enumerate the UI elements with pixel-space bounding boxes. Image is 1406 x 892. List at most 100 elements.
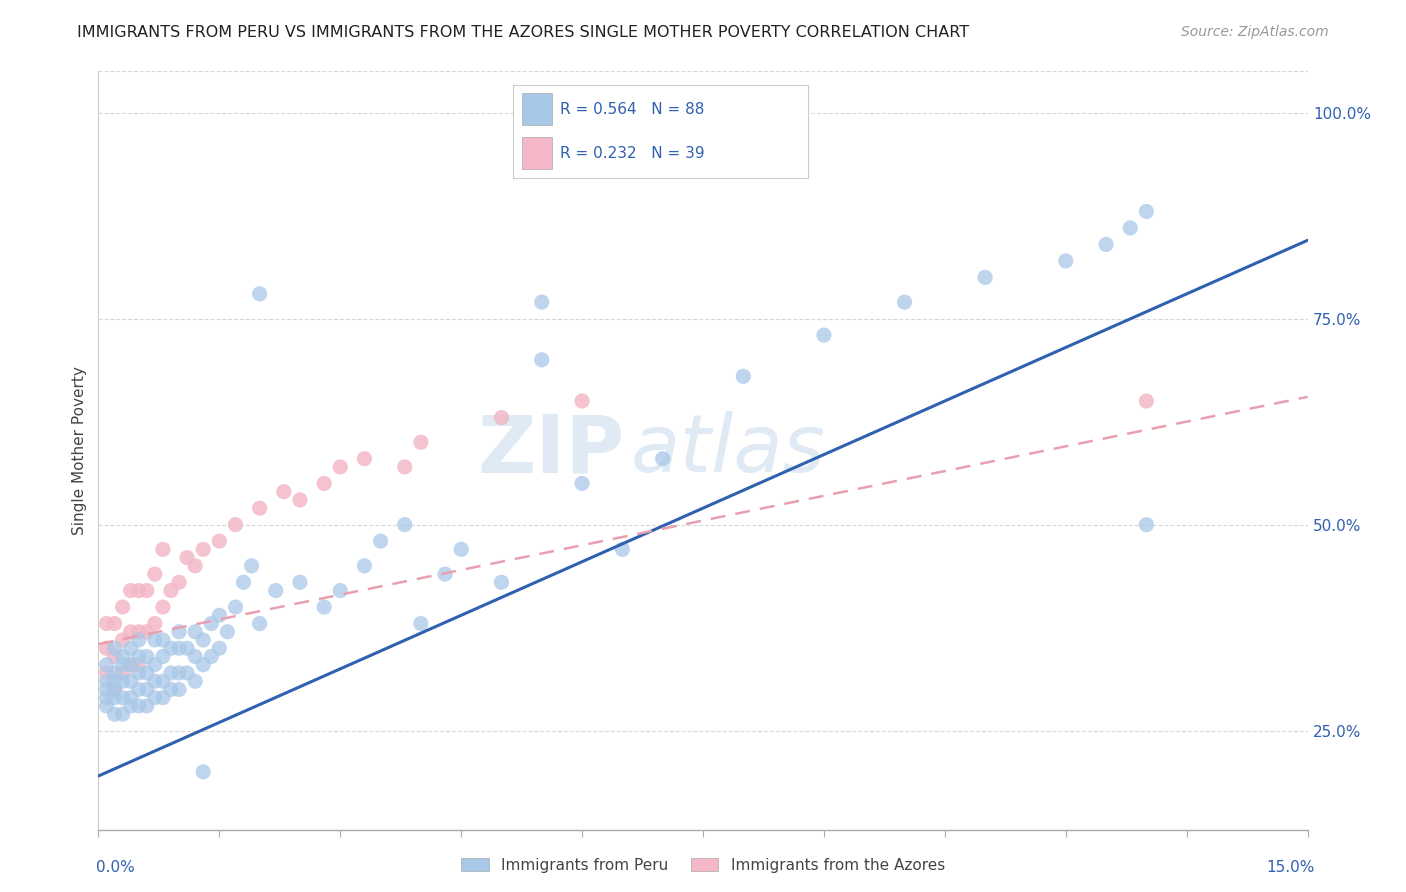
Point [491,575,513,590]
Point [128,682,150,697]
Point [409,616,432,631]
Point [193,633,215,648]
Point [329,583,352,598]
Point [152,649,174,664]
Point [224,600,246,615]
Point [813,328,835,343]
Point [143,674,166,689]
Point [249,286,271,301]
Point [264,583,287,598]
Point [135,624,157,639]
Point [249,616,271,631]
Point [184,649,207,664]
Point [96,682,118,697]
Text: 15.0%: 15.0% [1267,861,1315,875]
Point [224,517,246,532]
Point [128,624,150,639]
Point [128,698,150,713]
Point [450,542,472,557]
Point [111,674,134,689]
Point [143,657,166,672]
Point [111,665,134,680]
Point [135,682,157,697]
Point [96,674,118,689]
Point [193,542,215,557]
Point [160,583,183,598]
Bar [522,137,551,169]
Point [273,484,295,499]
Text: Source: ZipAtlas.com: Source: ZipAtlas.com [1181,25,1329,39]
Point [135,583,157,598]
Point [288,575,311,590]
Point [314,476,336,491]
Legend: Immigrants from Peru, Immigrants from the Azores: Immigrants from Peru, Immigrants from th… [456,852,950,879]
Point [167,624,190,639]
Point [143,567,166,582]
Point [120,641,142,656]
Point [111,633,134,648]
Point [193,657,215,672]
Point [143,616,166,631]
Point [128,633,150,648]
Point [152,600,174,615]
Point [103,665,125,680]
Text: R = 0.232   N = 39: R = 0.232 N = 39 [561,145,704,161]
Point [249,501,271,516]
Point [434,567,457,582]
Point [120,657,142,672]
Point [208,641,231,656]
Text: 0.0%: 0.0% [96,861,135,875]
Point [103,682,125,697]
Point [184,674,207,689]
Point [160,665,183,680]
Point [96,690,118,705]
Point [111,657,134,672]
Point [167,641,190,656]
Point [1095,237,1118,252]
Point [240,558,263,573]
Point [176,665,198,680]
Point [1054,253,1077,268]
Point [208,608,231,623]
Point [120,690,142,705]
Point [96,665,118,680]
Point [353,451,375,466]
Point [193,764,215,779]
Point [128,657,150,672]
Point [184,624,207,639]
Point [103,641,125,656]
Point [571,394,593,409]
Point [103,682,125,697]
Y-axis label: Single Mother Poverty: Single Mother Poverty [72,366,87,535]
Point [103,690,125,705]
Point [120,698,142,713]
Point [200,616,222,631]
Point [135,665,157,680]
Point [176,641,198,656]
Text: ZIP: ZIP [477,411,624,490]
Point [208,534,231,549]
Point [651,451,673,466]
Point [120,583,142,598]
Point [103,649,125,664]
Point [111,649,134,664]
Point [1135,517,1157,532]
Point [120,674,142,689]
Point [111,690,134,705]
Point [217,624,239,639]
Point [111,707,134,722]
Point [103,616,125,631]
Point [571,476,593,491]
Point [103,674,125,689]
Text: IMMIGRANTS FROM PERU VS IMMIGRANTS FROM THE AZORES SINGLE MOTHER POVERTY CORRELA: IMMIGRANTS FROM PERU VS IMMIGRANTS FROM … [77,25,970,40]
Point [353,558,375,573]
Point [103,707,125,722]
Point [232,575,254,590]
Point [96,641,118,656]
Point [409,435,432,450]
Point [288,492,311,507]
Point [893,295,915,310]
Point [152,674,174,689]
Point [612,542,634,557]
Point [96,698,118,713]
